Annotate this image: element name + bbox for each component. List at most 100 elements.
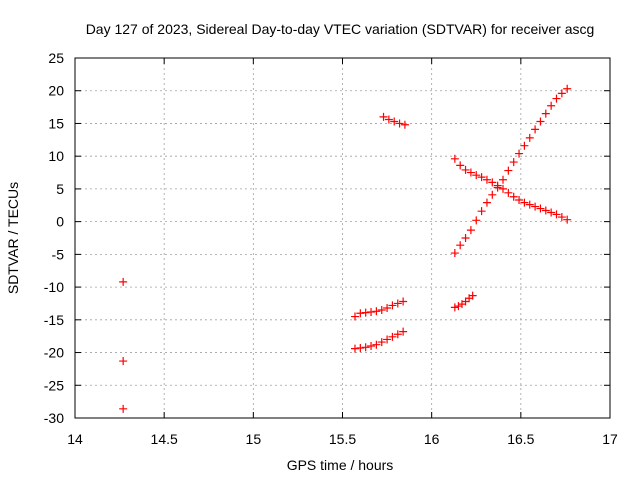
data-point (509, 192, 518, 201)
y-tick-label: 10 (48, 148, 64, 164)
data-point (547, 208, 556, 217)
x-tick-label: 16.5 (507, 431, 534, 447)
data-point (468, 291, 477, 300)
data-point (383, 304, 392, 313)
data-point (350, 344, 359, 353)
x-tick-labels: 14 14.5 15 15.5 16 16.5 17 (67, 431, 618, 447)
y-tick-label: -30 (44, 410, 64, 426)
data-point (400, 120, 409, 129)
data-point (361, 308, 370, 317)
data-point (393, 330, 402, 339)
data-point (547, 101, 556, 110)
y-tick-label: 15 (48, 115, 64, 131)
y-tick-label: 25 (48, 50, 64, 66)
y-axis-title: SDTVAR / TECUs (5, 182, 21, 294)
data-point (477, 173, 486, 182)
y-tick-label: 5 (56, 181, 64, 197)
data-point (379, 112, 388, 121)
data-point (372, 340, 381, 349)
data-point (461, 297, 470, 306)
data-point (367, 342, 376, 350)
data-point (536, 117, 545, 126)
y-tick-label: -20 (44, 345, 64, 361)
data-point (393, 299, 402, 308)
y-tick-label: -25 (44, 377, 64, 393)
data-point (450, 249, 459, 258)
data-point (482, 198, 491, 207)
data-point (557, 213, 566, 222)
y-tick-label: -5 (52, 246, 65, 262)
data-point (488, 178, 497, 187)
data-point (395, 119, 404, 128)
data-point (461, 234, 470, 242)
data-point (525, 200, 534, 209)
data-point (456, 241, 465, 250)
y-tick-label: -10 (44, 279, 64, 295)
data-point (350, 312, 359, 321)
x-tick-label: 14 (67, 431, 83, 447)
grid-lines (75, 58, 610, 418)
data-point (493, 183, 502, 192)
data-point (563, 84, 572, 93)
data-point (454, 302, 463, 311)
data-point (377, 338, 386, 347)
data-point (388, 301, 397, 310)
data-point (520, 198, 529, 207)
data-point (541, 206, 550, 215)
x-axis-title: GPS time / hours (287, 457, 394, 473)
data-point (541, 109, 550, 118)
data-point (466, 226, 475, 235)
data-point (563, 215, 572, 224)
data-point (450, 154, 459, 163)
data-point (119, 357, 128, 366)
y-tick-label: -15 (44, 312, 64, 328)
x-tick-label: 16 (424, 431, 440, 447)
data-point (515, 149, 524, 158)
data-point (383, 335, 392, 344)
chart-title: Day 127 of 2023, Sidereal Day-to-day VTE… (86, 21, 595, 37)
data-point (450, 303, 459, 312)
data-point (372, 307, 381, 316)
data-point (515, 196, 524, 205)
data-point (472, 171, 481, 180)
data-point (525, 133, 534, 142)
data-point (367, 307, 376, 316)
data-point (488, 190, 497, 199)
data-point (356, 309, 365, 318)
data-point (461, 165, 470, 174)
data-point (119, 404, 128, 413)
data-point (504, 166, 513, 175)
data-point (388, 332, 397, 341)
x-tick-label: 14.5 (151, 431, 178, 447)
data-point (499, 175, 507, 184)
x-tick-label: 15 (246, 431, 262, 447)
data-point (472, 216, 481, 225)
data-point (520, 141, 529, 150)
y-tick-label: 20 (48, 83, 64, 99)
data-point (119, 277, 128, 286)
axis-ticks (74, 57, 611, 419)
data-point (552, 210, 561, 219)
data-point (536, 204, 545, 213)
data-point (552, 94, 561, 103)
data-point (499, 184, 507, 193)
x-tick-label: 17 (602, 431, 618, 447)
data-point (356, 343, 365, 352)
data-point (509, 158, 518, 167)
data-point (390, 117, 399, 126)
y-tick-labels: -30 -25 -20 -15 -10 -5 0 5 10 15 20 25 (44, 50, 64, 426)
y-tick-label: 0 (56, 214, 64, 230)
data-point (482, 175, 491, 184)
data-point (361, 343, 370, 352)
data-point (377, 306, 386, 314)
x-tick-label: 15.5 (329, 431, 356, 447)
data-point (557, 89, 566, 98)
data-point (456, 161, 465, 170)
data-point (399, 297, 408, 306)
data-point (399, 327, 408, 336)
data-point (477, 207, 486, 216)
data-point (466, 168, 475, 177)
data-point (531, 125, 540, 134)
data-point (531, 202, 540, 211)
